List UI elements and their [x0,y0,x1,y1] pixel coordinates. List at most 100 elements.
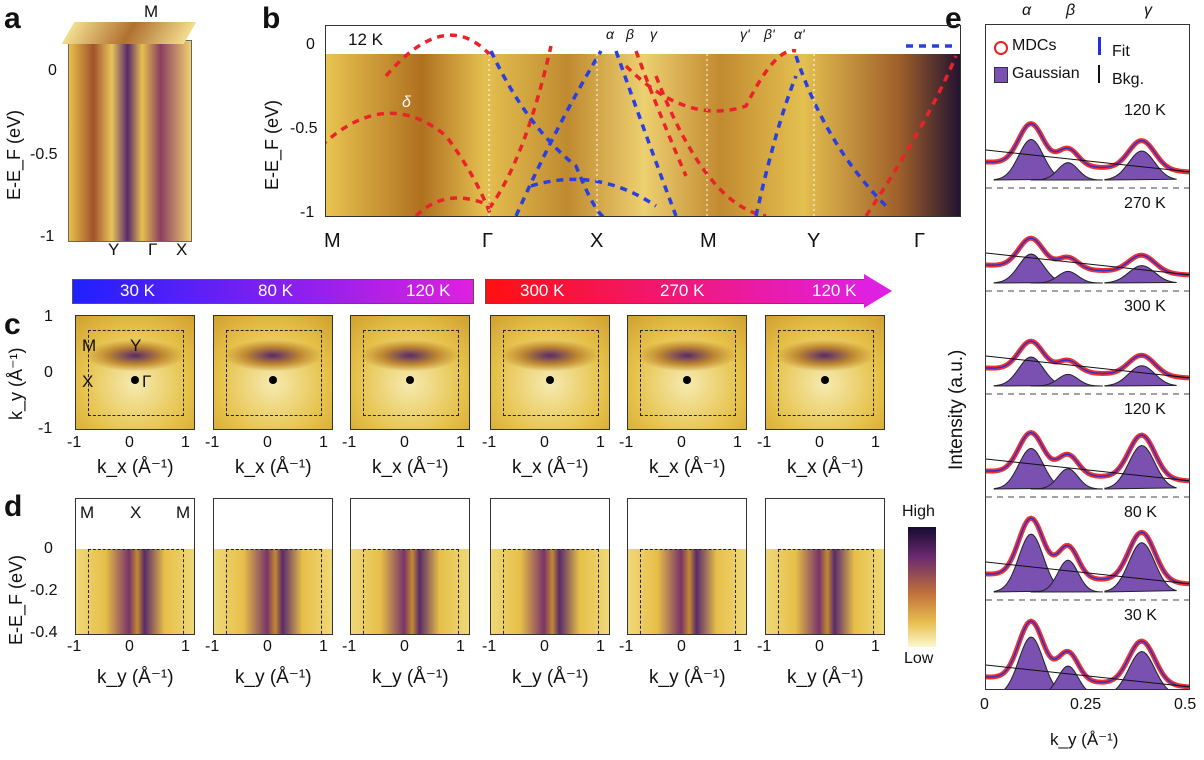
dispersion-line [624,48,797,113]
dispersion-cut-map [213,498,333,635]
c-label-X: X [82,372,94,391]
c-xtick: 1 [181,434,190,451]
legend-mdcs-marker [994,41,1008,55]
e-xtick: 0.25 [1070,696,1102,713]
c-xlabel: k_x (Å⁻¹) [235,457,312,478]
panel-label-a: a [4,2,21,35]
mdc-curves [986,120,1189,689]
fermi-surface-map [490,315,610,430]
d-xtick: 1 [733,638,742,655]
fit-line [986,237,1189,276]
gamma-point-dot [131,376,139,384]
zone-dashed [503,549,599,634]
c-xtick: -1 [619,434,634,451]
b-greek-label: α' [794,26,805,42]
c-xtick: 1 [733,434,742,451]
legend-gaussian: Gaussian [1012,65,1080,82]
d-xtick: -1 [757,638,772,655]
b-greek-label: γ' [740,26,750,42]
colorbar-low-label: Low [904,650,934,667]
c-xtick: -1 [342,434,357,451]
dispersion-line [634,50,688,177]
peak-label-gamma: γ [1144,2,1152,19]
c-ylabel: k_y (Å⁻¹) [6,347,26,420]
b-band-delta: δ [402,94,411,111]
a-ytick: -0.5 [30,146,58,163]
fit-line [986,620,1189,688]
c-xtick: 0 [263,434,272,451]
a-top-label: M [144,2,159,21]
c-xtick: 1 [596,434,605,451]
background-line [986,458,1189,482]
b-greek-label: β [626,26,634,42]
brillouin-zone-dashed [363,330,459,416]
b-xtick: Γ [482,230,494,252]
c-label-M: M [82,336,97,355]
e-ylabel: Intensity (a.u.) [946,349,967,470]
a-ylabel: E-E_F (eV) [4,109,24,200]
above-fermi-region [628,499,746,549]
c-ytick: 0 [44,364,53,381]
bar-label: 30 K [120,281,155,300]
legend-bkg: Bkg. [1112,71,1145,88]
fit-line [986,122,1189,173]
d-xtick: 1 [871,638,880,655]
gaussian-peak [1115,650,1169,689]
gamma-point-dot [269,376,277,384]
d-xlabel: k_y (Å⁻¹) [787,667,864,688]
background-line [986,664,1189,688]
d-label-M: M [80,503,95,522]
c-xlabel: k_x (Å⁻¹) [372,457,449,478]
legend-gaussian-marker [994,67,1008,83]
panel-a-cube-top [61,22,197,44]
a-bottom-label: X [176,240,188,259]
gamma-point-dot [546,376,554,384]
c-ytick: 1 [44,308,53,325]
above-fermi-region [491,499,609,549]
c-xtick: 0 [677,434,686,451]
d-ytick: 0 [44,540,53,557]
zone-dashed [363,549,459,634]
dispersion-overlay [326,33,958,216]
dispersion-line [384,33,493,78]
dispersion-cut-map [75,498,195,635]
gaussian-peak [1030,270,1103,284]
temperature-label: 30 K [1124,607,1157,624]
c-xtick: -1 [67,434,82,451]
c-xtick: 1 [871,434,880,451]
d-ylabel: E-E_F (eV) [6,554,26,645]
a-ytick: 0 [48,62,57,79]
warming-temperature-bar [72,279,474,304]
b-ylabel: E-E_F (eV) [262,99,282,190]
b-greek-label: β' [764,26,775,42]
dispersion-line [754,75,798,216]
cooling-arrow-head [864,274,892,308]
dispersion-line [326,111,493,216]
d-ytick: -0.4 [30,624,58,641]
panel-label-d: d [4,490,23,523]
d-xtick: 1 [319,638,328,655]
a-bottom-label: Γ [148,240,158,259]
a-ytick: -1 [40,228,55,245]
fit-line [986,431,1189,482]
c-xtick: 0 [815,434,824,451]
d-xlabel: k_y (Å⁻¹) [512,667,589,688]
legend-bkg-marker [1098,65,1100,83]
e-xtick: 0.5 [1174,696,1197,713]
background-line [986,149,1189,173]
c-xlabel: k_x (Å⁻¹) [97,457,174,478]
b-ytick: 0 [306,36,315,53]
panel-label-b: b [262,2,281,35]
d-xtick: 1 [181,638,190,655]
above-fermi-region [76,499,194,549]
b-xtick: Y [807,230,821,252]
d-xlabel: k_y (Å⁻¹) [372,667,449,688]
bar-label: 120 K [812,281,857,300]
dispersion-cut-map [350,498,470,635]
temperature-label: 80 K [1124,504,1157,521]
background-line [986,561,1189,585]
fermi-surface-map [213,315,333,430]
a-bottom-label: Y [108,240,120,259]
d-label-M: M [176,503,191,522]
